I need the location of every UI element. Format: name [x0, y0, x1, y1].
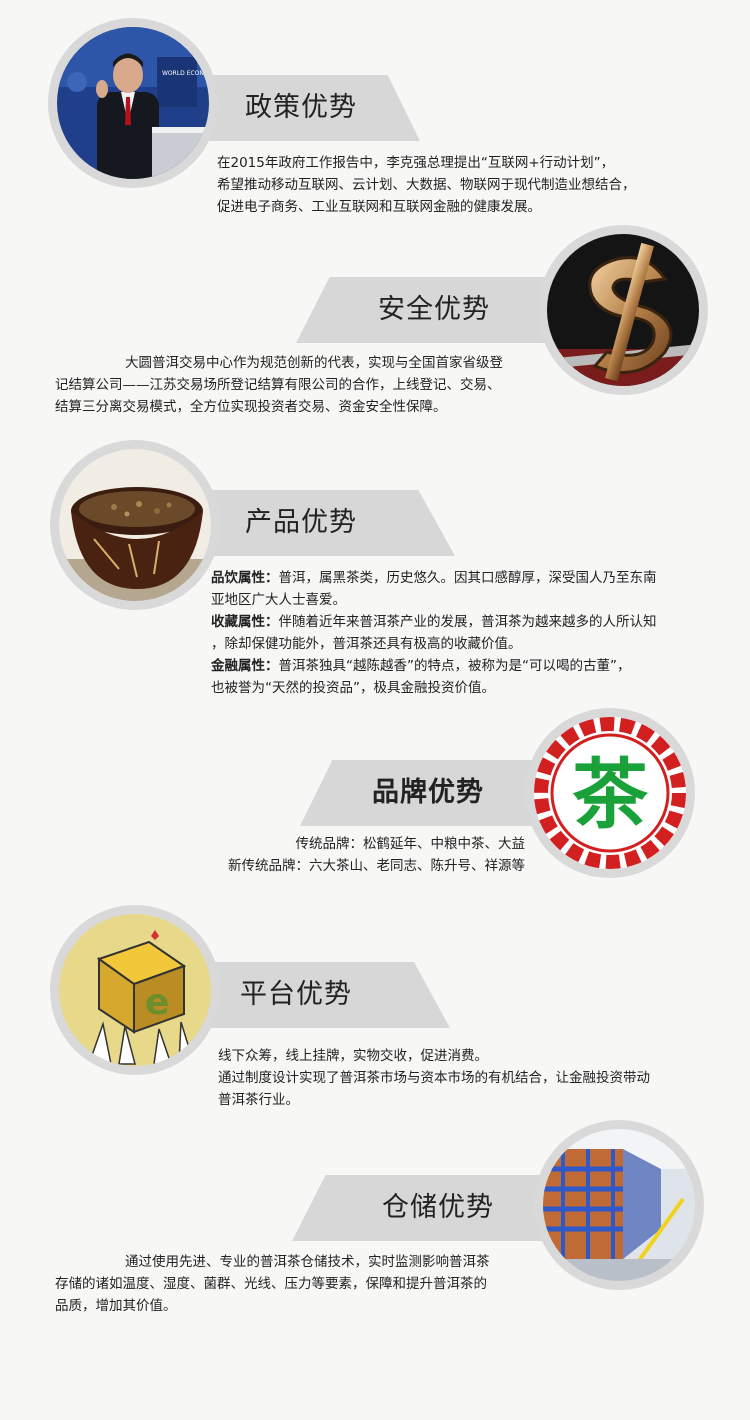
policy-line: 希望推动移动互联网、云计划、大数据、物联网于现代制造业想结合，	[217, 177, 636, 193]
section-platform: 平台优势 e 线下众筹，线上挂牌，实物交收，促进消费。 通过制度设计实现了普洱茶…	[0, 895, 750, 1120]
product-item-label: 金融属性：	[211, 658, 279, 674]
policy-title: 政策优势	[245, 92, 357, 123]
product-item-drink: 品饮属性：普洱，属黑茶类，历史悠久。因其口感醇厚，深受国人乃至东南	[211, 567, 657, 589]
storage-line: 通过使用先进、专业的普洱茶仓储技术，实时监测影响普洱茶	[125, 1254, 490, 1270]
speaker-photo-icon: WORLD ECONOMIC FORUM	[57, 27, 209, 179]
section-brand: 品牌优势 茶 传统品牌：松鹤延年、中粮中茶、大益 新传统品牌：六大茶山、老同志、…	[0, 705, 750, 890]
security-title: 安全优势	[378, 294, 490, 325]
security-line: 结算三分离交易模式，全方位实现投资者交易、资金安全性保障。	[55, 399, 447, 415]
product-item-cont: 亚地区广大人士喜爱。	[211, 592, 346, 608]
platform-image: e	[50, 905, 220, 1075]
policy-line: 促进电子商务、工业互联网和互联网金融的健康发展。	[217, 199, 541, 215]
policy-image: WORLD ECONOMIC FORUM	[48, 18, 218, 188]
product-item-cont: 也被誉为“天然的投资品”，极具金融投资价值。	[211, 680, 495, 696]
storage-line: 品质，增加其价值。	[55, 1298, 177, 1314]
tea-bowl-icon	[59, 449, 211, 601]
product-item-cont: ，除却保健功能外，普洱茶还具有极高的收藏价值。	[211, 636, 522, 652]
policy-line: 在2015年政府工作报告中，李克强总理提出“互联网+行动计划”，	[217, 155, 615, 171]
security-banner: 安全优势	[296, 277, 576, 343]
section-storage: 仓储优势 通过使用先进、专业的普洱茶仓储技术，实时监测影响普洱茶 存储的诸如温度…	[0, 1120, 750, 1420]
brand-image: 茶	[525, 708, 695, 878]
section-policy: 政策优势 WORLD ECONOMIC FORUM 在2015年政府工作报告中，…	[0, 0, 750, 225]
brand-line: 传统品牌：松鹤延年、中粮中茶、大益	[295, 836, 526, 852]
platform-text: 线下众筹，线上挂牌，实物交收，促进消费。 通过制度设计实现了普洱茶市场与资本市场…	[218, 1045, 650, 1111]
brand-title: 品牌优势	[372, 777, 484, 808]
storage-line: 存储的诸如温度、湿度、菌群、光线、压力等要素，保障和提升普洱茶的	[55, 1276, 487, 1292]
security-line: 记结算公司——江苏交易场所登记结算有限公司的合作，上线登记、交易、	[55, 377, 501, 393]
storage-banner: 仓储优势	[292, 1175, 572, 1241]
tea-character: 茶	[572, 750, 649, 839]
section-security: 安全优势 大圆普洱交易中心作为规范创新的代表，实现与全国首家省级登	[0, 225, 750, 440]
platform-line: 通过制度设计实现了普洱茶市场与资本市场的有机结合，让金融投资带动	[218, 1070, 650, 1086]
security-line: 大圆普洱交易中心作为规范创新的代表，实现与全国首家省级登	[125, 355, 503, 371]
storage-image	[534, 1120, 704, 1290]
platform-title: 平台优势	[240, 979, 352, 1010]
zhongcha-logo-icon: 茶	[534, 717, 686, 869]
section-product: 产品优势 品饮属性：普洱，属黑茶类，历史悠久。因其口感醇厚，深受国人乃至东南 亚…	[0, 440, 750, 705]
e-letter: e	[145, 982, 169, 1023]
product-item-label: 品饮属性：	[211, 570, 279, 586]
security-image	[538, 225, 708, 395]
product-title: 产品优势	[245, 507, 357, 538]
product-item-text: 伴随着近年来普洱茶产业的发展，普洱茶为越来越多的人所认知	[278, 614, 657, 630]
wef-logo-text: WORLD ECONOMIC FORUM	[162, 70, 209, 77]
product-item-label: 收藏属性：	[211, 614, 279, 630]
storage-text: 通过使用先进、专业的普洱茶仓储技术，实时监测影响普洱茶 存储的诸如温度、湿度、菌…	[55, 1251, 490, 1317]
warehouse-icon	[543, 1129, 695, 1281]
brand-text: 传统品牌：松鹤延年、中粮中茶、大益 新传统品牌：六大茶山、老同志、陈升号、祥源等	[195, 833, 525, 877]
product-image	[50, 440, 220, 610]
crowdfunding-icon: e	[59, 914, 211, 1066]
security-text: 大圆普洱交易中心作为规范创新的代表，实现与全国首家省级登 记结算公司——江苏交易…	[55, 352, 503, 418]
product-item-text: 普洱茶独具“越陈越香”的特点，被称为是“可以喝的古董”，	[278, 658, 631, 674]
policy-text: 在2015年政府工作报告中，李克强总理提出“互联网+行动计划”， 希望推动移动互…	[217, 152, 636, 218]
brand-line: 新传统品牌：六大茶山、老同志、陈升号、祥源等	[228, 858, 525, 874]
product-item-collect: 收藏属性：伴随着近年来普洱茶产业的发展，普洱茶为越来越多的人所认知	[211, 611, 657, 633]
platform-line: 普洱茶行业。	[218, 1092, 299, 1108]
dollar-sign-icon	[547, 234, 699, 386]
product-item-finance: 金融属性：普洱茶独具“越陈越香”的特点，被称为是“可以喝的古董”，	[211, 655, 657, 677]
platform-line: 线下众筹，线上挂牌，实物交收，促进消费。	[218, 1048, 488, 1064]
product-text: 品饮属性：普洱，属黑茶类，历史悠久。因其口感醇厚，深受国人乃至东南 亚地区广大人…	[211, 567, 657, 699]
product-item-text: 普洱，属黑茶类，历史悠久。因其口感醇厚，深受国人乃至东南	[278, 570, 657, 586]
storage-title: 仓储优势	[382, 1192, 494, 1223]
